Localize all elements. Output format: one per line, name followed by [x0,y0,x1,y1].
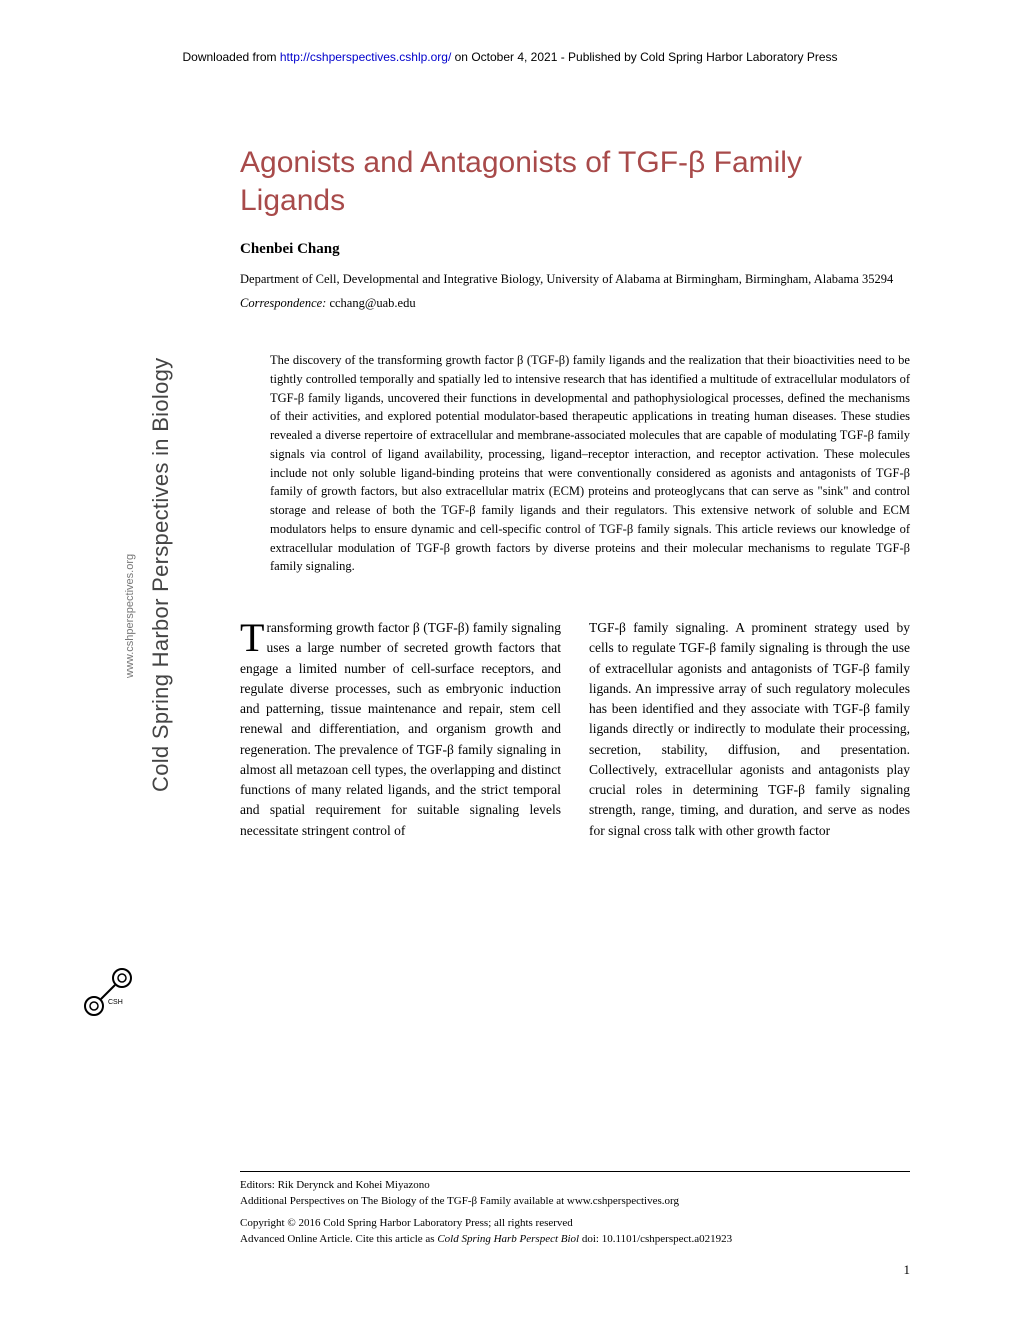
body-column-right: TGF-β family signaling. A prominent stra… [589,618,910,841]
author-name: Chenbei Chang [240,241,910,258]
cshp-logo-icon: CSH [80,964,136,1020]
footer-cite: Advanced Online Article. Cite this artic… [240,1232,910,1248]
journal-url-vertical: www.cshperspectives.org [124,554,136,678]
page-number: 1 [904,1262,911,1278]
footer-cite-journal: Cold Spring Harb Perspect Biol [437,1233,579,1245]
abstract-text: The discovery of the transforming growth… [270,351,910,576]
download-banner: Downloaded from http://cshperspectives.c… [0,0,1020,64]
correspondence-email: cchang@uab.edu [329,296,415,310]
svg-text:CSH: CSH [108,999,123,1006]
article-title: Agonists and Antagonists of TGF-β Family… [240,144,910,219]
body-left-text: ransforming growth factor β (TGF-β) fami… [240,620,561,838]
footer-cite-prefix: Advanced Online Article. Cite this artic… [240,1233,437,1245]
body-column-left: Transforming growth factor β (TGF-β) fam… [240,618,561,841]
journal-name-vertical: Cold Spring Harbor Perspectives in Biolo… [148,358,174,792]
banner-link[interactable]: http://cshperspectives.cshlp.org/ [280,50,451,64]
footer-block: Editors: Rik Derynck and Kohei Miyazono … [240,1171,910,1248]
journal-side-branding: Cold Spring Harbor Perspectives in Biolo… [80,530,200,1020]
footer-editors: Editors: Rik Derynck and Kohei Miyazono [240,1178,910,1194]
main-content: Agonists and Antagonists of TGF-β Family… [240,144,910,841]
banner-suffix: on October 4, 2021 - Published by Cold S… [451,50,837,64]
footer-copyright: Copyright © 2016 Cold Spring Harbor Labo… [240,1216,910,1232]
correspondence-label: Correspondence: [240,296,326,310]
footer-cite-suffix: doi: 10.1101/cshperspect.a021923 [579,1233,732,1245]
body-two-column: Transforming growth factor β (TGF-β) fam… [240,618,910,841]
footer-separator [240,1171,910,1172]
footer-additional: Additional Perspectives on The Biology o… [240,1194,910,1210]
author-affiliation: Department of Cell, Developmental and In… [240,270,910,288]
banner-prefix: Downloaded from [182,50,279,64]
correspondence-line: Correspondence: cchang@uab.edu [240,296,910,311]
dropcap-letter: T [240,618,266,654]
